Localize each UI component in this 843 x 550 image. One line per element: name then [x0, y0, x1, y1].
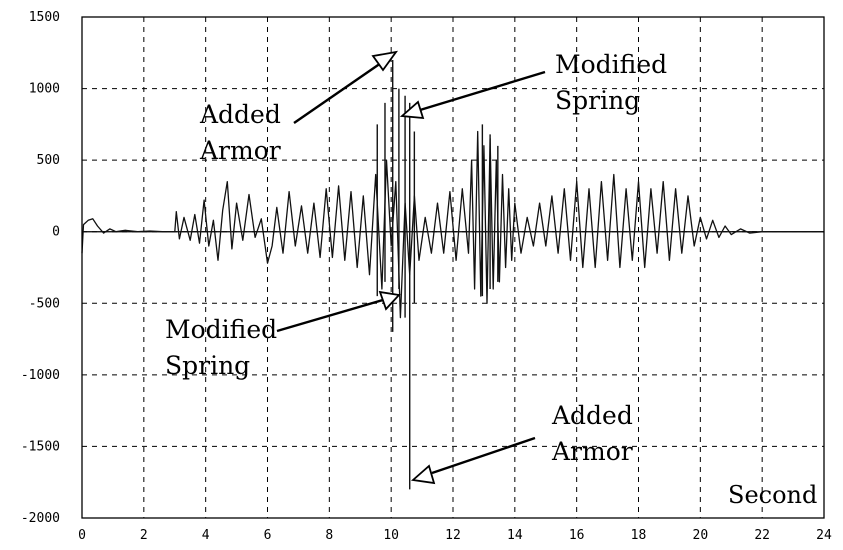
x-tick-label: 4 [202, 528, 210, 543]
y-tick-label: 0 [52, 225, 60, 240]
annotation-added-armor-bottom: Added Armor [551, 401, 641, 466]
x-tick-label: 10 [383, 528, 399, 543]
series-trace [81, 59, 824, 490]
x-tick-label: 12 [445, 528, 461, 543]
x-tick-label: 16 [569, 528, 585, 543]
annotation-modified-spring-bottom: Modified Spring [165, 315, 285, 380]
x-tick-label: 14 [507, 528, 523, 543]
x-tick-label: 18 [631, 528, 647, 543]
x-tick-label: 22 [754, 528, 770, 543]
x-tick-label: 24 [816, 528, 832, 543]
y-tick-label: 1500 [29, 10, 60, 25]
x-tick-label: 2 [140, 528, 148, 543]
x-axis-label: Second [728, 481, 817, 509]
y-tick-label: -2000 [21, 511, 60, 526]
y-tick-label: 500 [37, 153, 60, 168]
x-tick-label: 20 [693, 528, 709, 543]
plot-frame [81, 16, 825, 519]
y-tick-label: -1500 [21, 439, 60, 454]
annotation-arrow-added-armor-top [293, 50, 399, 124]
grid-lines [82, 17, 824, 518]
annotation-arrow-modified-spring-bottom [276, 290, 401, 333]
y-tick-label: 1000 [29, 82, 60, 97]
y-tick-label: -500 [29, 296, 60, 311]
annotation-modified-spring-top: Modified Spring [555, 50, 675, 115]
x-tick-label: 6 [264, 528, 272, 543]
annotation-added-armor-top: Added Armor [199, 100, 289, 165]
annotation-arrow-added-armor-bottom [410, 436, 536, 485]
y-tick-label: -1000 [21, 368, 60, 383]
x-tick-labels: 0 2 4 6 8 10 12 14 16 18 20 22 24 [78, 528, 832, 543]
x-tick-label: 8 [325, 528, 333, 543]
y-tick-labels: 1500 1000 500 0 -500 -1000 -1500 -2000 [21, 10, 60, 526]
series-line-0 [81, 130, 824, 319]
annotation-arrow-modified-spring-top [399, 70, 546, 120]
x-tick-label: 0 [78, 528, 86, 543]
